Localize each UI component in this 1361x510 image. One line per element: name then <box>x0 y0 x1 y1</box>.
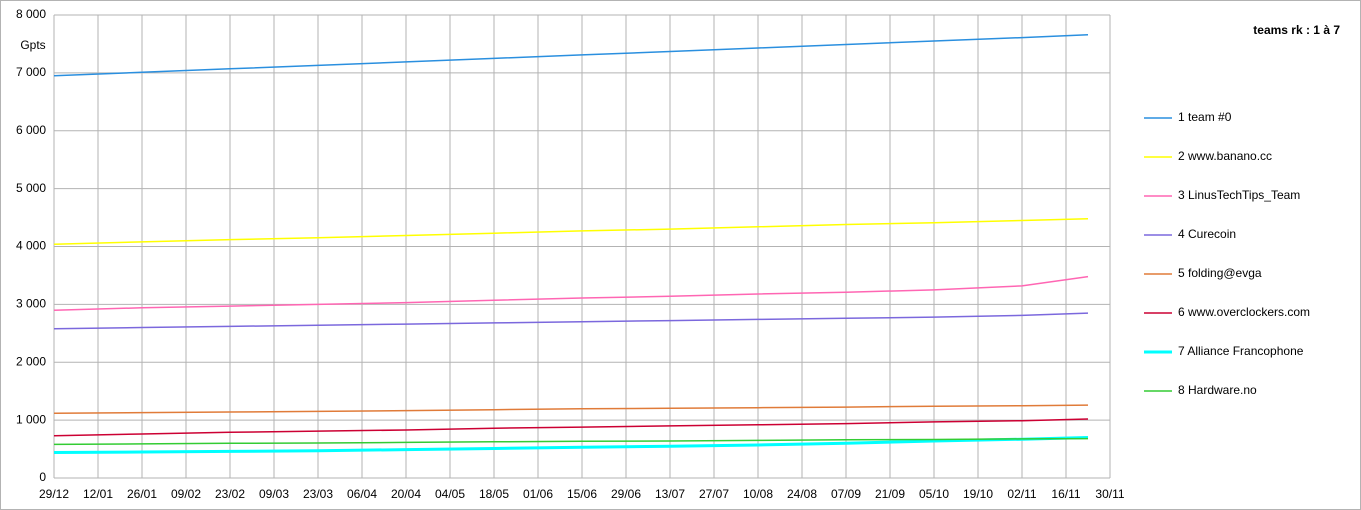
x-tick-label: 06/04 <box>347 487 377 501</box>
series-line <box>53 275 1089 311</box>
x-tick-label: 07/09 <box>831 487 861 501</box>
legend-label: 4 Curecoin <box>1178 227 1236 241</box>
y-tick-label: 6 000 <box>16 123 46 137</box>
y-tick-label: 0 <box>39 470 46 484</box>
x-tick-label: 10/08 <box>743 487 773 501</box>
y-tick-label: 2 000 <box>16 354 46 368</box>
legend-label: 7 Alliance Francophone <box>1178 344 1304 358</box>
x-tick-label: 21/09 <box>875 487 905 501</box>
x-tick-label: 16/11 <box>1051 487 1080 501</box>
x-tick-label: 15/06 <box>567 487 597 501</box>
chart-title: teams rk : 1 à 7 <box>1253 23 1340 37</box>
x-tick-label: 05/10 <box>919 487 949 501</box>
legend-label: 1 team #0 <box>1178 110 1232 124</box>
legend-label: 8 Hardware.no <box>1178 383 1257 397</box>
x-tick-label: 02/11 <box>1007 487 1036 501</box>
series-line <box>53 436 1089 454</box>
series-line <box>53 217 1089 245</box>
y-tick-label: 3 000 <box>16 297 46 311</box>
x-tick-label: 19/10 <box>963 487 993 501</box>
legend-label: 5 folding@evga <box>1178 266 1262 280</box>
x-tick-label: 29/06 <box>611 487 641 501</box>
series-line <box>53 404 1089 414</box>
x-tick-label: 09/03 <box>259 487 289 501</box>
series-line <box>53 418 1089 437</box>
x-tick-label: 18/05 <box>479 487 509 501</box>
y-tick-label: 4 000 <box>16 239 46 253</box>
x-tick-label: 01/06 <box>523 487 553 501</box>
x-tick-label: 09/02 <box>171 487 201 501</box>
x-tick-label: 04/05 <box>435 487 465 501</box>
legend-label: 6 www.overclockers.com <box>1178 305 1310 319</box>
x-tick-label: 23/02 <box>215 487 245 501</box>
y-tick-label: 7 000 <box>16 65 46 79</box>
x-tick-label: 26/01 <box>127 487 157 501</box>
series-line <box>53 437 1089 446</box>
x-tick-label: 30/11 <box>1095 487 1124 501</box>
legend-label: 3 LinusTechTips_Team <box>1178 188 1300 202</box>
x-tick-label: 24/08 <box>787 487 817 501</box>
x-tick-label: 27/07 <box>699 487 729 501</box>
legend-label: 2 www.banano.cc <box>1178 149 1272 163</box>
x-tick-label: 13/07 <box>655 487 685 501</box>
series-line <box>53 312 1089 330</box>
x-tick-label: 12/01 <box>83 487 113 501</box>
x-tick-label: 29/12 <box>39 487 69 501</box>
series-line <box>53 33 1089 77</box>
y-axis-label: Gpts <box>20 38 45 52</box>
x-tick-label: 23/03 <box>303 487 333 501</box>
y-tick-label: 5 000 <box>16 181 46 195</box>
x-tick-label: 20/04 <box>391 487 421 501</box>
y-tick-label: 8 000 <box>16 7 46 21</box>
y-tick-label: 1 000 <box>16 412 46 426</box>
